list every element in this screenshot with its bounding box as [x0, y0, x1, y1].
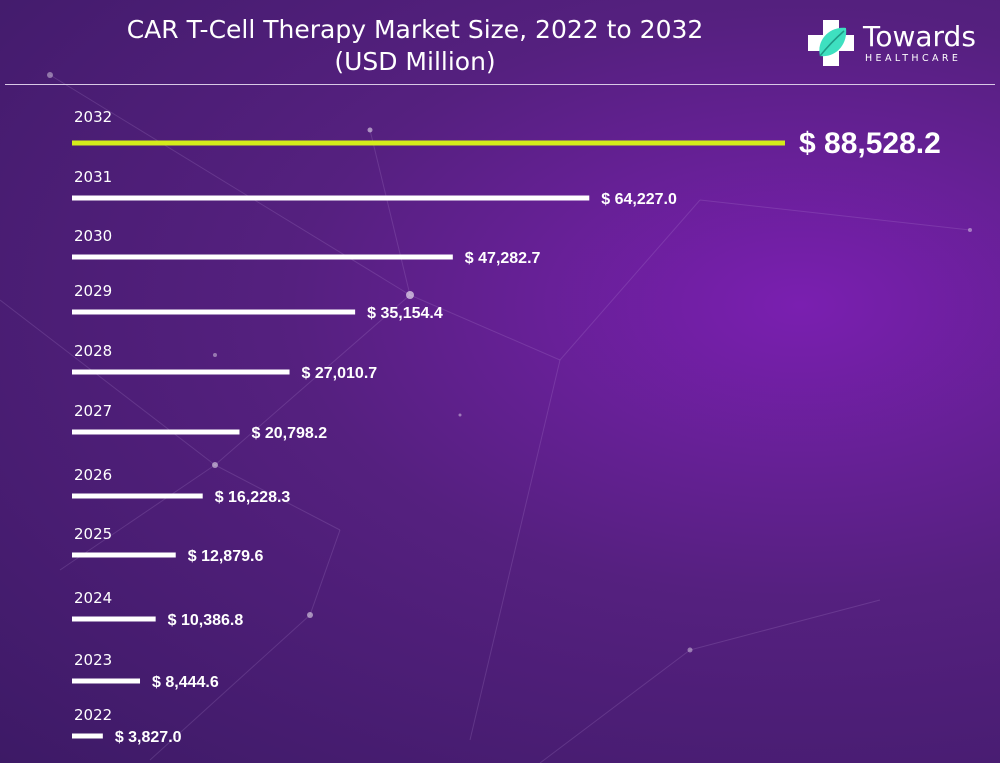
value-label-2022: $ 3,827.0	[115, 729, 182, 746]
value-label-2032: $ 88,528.2	[799, 127, 941, 160]
plus-leaf-icon	[808, 20, 854, 66]
towards-healthcare-logo: Towards HEALTHCARE	[806, 18, 986, 70]
value-label-2025: $ 12,879.6	[188, 548, 264, 565]
year-label-2026: 2026	[74, 466, 112, 484]
value-label-2031: $ 64,227.0	[601, 191, 677, 208]
value-label-2024: $ 10,386.8	[168, 612, 244, 629]
year-label-2022: 2022	[74, 706, 112, 724]
bar-2028	[72, 369, 290, 375]
year-label-2027: 2027	[74, 402, 112, 420]
bar-2023	[72, 678, 141, 684]
chart-title-line-1: CAR T-Cell Therapy Market Size, 2022 to …	[126, 15, 704, 44]
bar-2029	[72, 309, 356, 315]
bar-2031	[72, 195, 590, 201]
year-label-2029: 2029	[74, 282, 112, 300]
bar-2032	[72, 140, 785, 146]
title-divider	[5, 84, 995, 85]
chart-title-line-2: (USD Million)	[334, 47, 496, 76]
logo-name: Towards	[863, 20, 976, 53]
bar-2024	[72, 616, 156, 622]
chart-title: CAR T-Cell Therapy Market Size, 2022 to …	[60, 14, 770, 78]
value-label-2029: $ 35,154.4	[367, 305, 443, 322]
year-label-2032: 2032	[74, 108, 112, 126]
bar-2027	[72, 429, 240, 435]
value-label-2028: $ 27,010.7	[302, 365, 378, 382]
bar-2026	[72, 493, 203, 499]
value-label-2023: $ 8,444.6	[152, 674, 219, 691]
bar-2022	[72, 733, 103, 739]
year-label-2024: 2024	[74, 589, 112, 607]
value-label-2030: $ 47,282.7	[465, 250, 541, 267]
year-label-2030: 2030	[74, 227, 112, 245]
value-label-2026: $ 16,228.3	[215, 489, 291, 506]
year-label-2031: 2031	[74, 168, 112, 186]
value-label-2027: $ 20,798.2	[252, 425, 328, 442]
bar-2030	[72, 254, 453, 260]
bar-2025	[72, 552, 176, 558]
year-label-2028: 2028	[74, 342, 112, 360]
year-label-2025: 2025	[74, 525, 112, 543]
logo-subtitle: HEALTHCARE	[865, 53, 962, 64]
year-label-2023: 2023	[74, 651, 112, 669]
